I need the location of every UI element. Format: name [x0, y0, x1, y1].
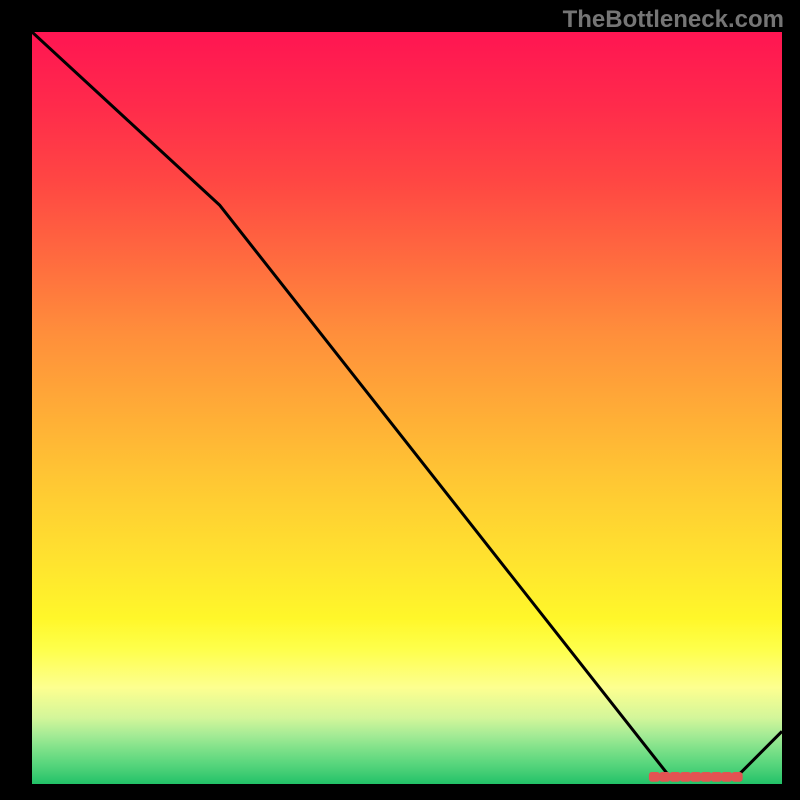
- optimal-range-marker: [721, 772, 732, 782]
- gradient-background: [32, 32, 782, 784]
- optimal-range-marker: [659, 772, 670, 782]
- optimal-range-marker: [700, 772, 711, 782]
- bottleneck-line-chart: [32, 32, 782, 784]
- optimal-range-marker: [731, 772, 742, 782]
- watermark-text: TheBottleneck.com: [563, 6, 784, 34]
- optimal-range-marker: [690, 772, 701, 782]
- optimal-range-marker: [680, 772, 691, 782]
- optimal-range-marker: [711, 772, 722, 782]
- optimal-range-marker: [670, 772, 681, 782]
- optimal-range-marker: [649, 772, 660, 782]
- plot-area: [32, 32, 782, 784]
- chart-container: TheBottleneck.com: [0, 0, 800, 800]
